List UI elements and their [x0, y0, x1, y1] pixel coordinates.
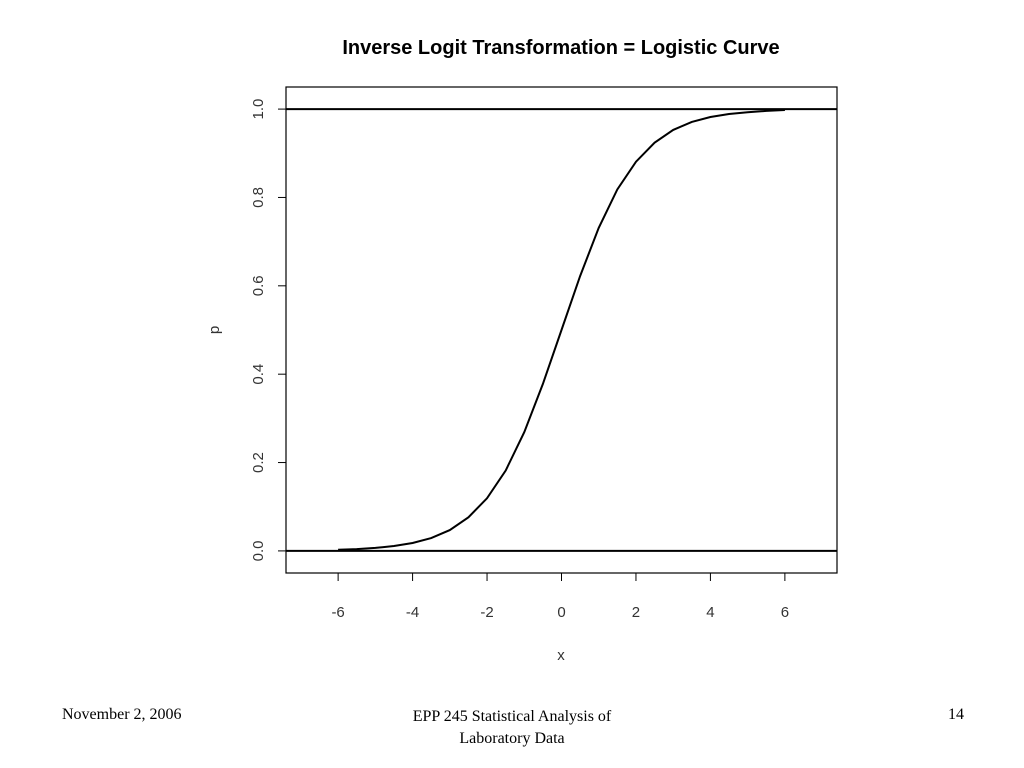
- x-tick-label: 4: [706, 604, 714, 621]
- logistic-curve-line: [338, 109, 785, 551]
- x-tick-label: -6: [331, 604, 344, 621]
- x-tick-label: 0: [557, 604, 565, 621]
- x-tick-label: 6: [781, 604, 789, 621]
- footer-date: November 2, 2006: [62, 706, 182, 723]
- y-tick-label: 0.4: [250, 364, 267, 385]
- x-tick-label: 2: [632, 604, 640, 621]
- x-tick-label: -4: [406, 604, 419, 621]
- y-axis: 0.0 0.2 0.4 0.6 0.8 1.0: [250, 99, 286, 561]
- x-tick-label: -2: [480, 604, 493, 621]
- reference-lines: [286, 108, 837, 552]
- footer-page-number: 14: [948, 706, 964, 723]
- footer-course-line-1: EPP 245 Statistical Analysis of: [412, 708, 612, 725]
- chart-title: Inverse Logit Transformation = Logistic …: [342, 37, 779, 59]
- y-tick-label: 0.0: [250, 540, 267, 561]
- x-axis-label: x: [557, 647, 565, 664]
- y-tick-label: 1.0: [250, 99, 267, 120]
- y-axis-label: p: [206, 326, 223, 334]
- y-tick-label: 0.6: [250, 275, 267, 296]
- logistic-curve-chart: Inverse Logit Transformation = Logistic …: [206, 37, 838, 664]
- y-tick-label: 0.8: [250, 187, 267, 208]
- footer-course-title: EPP 245 Statistical Analysis of Laborato…: [362, 706, 662, 750]
- y-tick-label: 0.2: [250, 452, 267, 473]
- footer-course-line-2: Laboratory Data: [459, 730, 565, 747]
- x-axis: -6 -4 -2 0 2 4 6: [331, 572, 789, 621]
